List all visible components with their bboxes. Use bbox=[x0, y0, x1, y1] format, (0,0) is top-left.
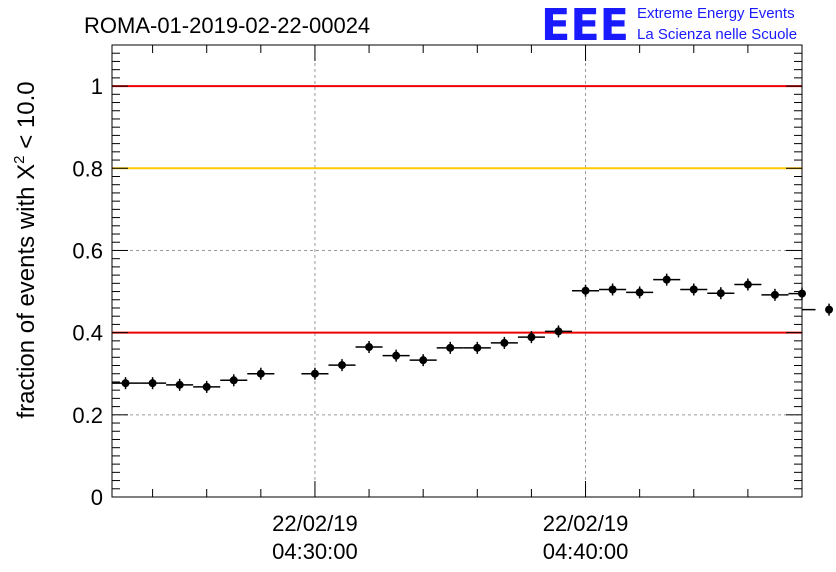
data-point bbox=[463, 341, 491, 354]
point-marker bbox=[608, 285, 617, 294]
point-marker bbox=[310, 369, 319, 378]
y-tick-label: 0.2 bbox=[72, 403, 103, 428]
data-point bbox=[328, 359, 356, 372]
y-axis-label: fraction of events with X2 < 10.0 bbox=[11, 81, 40, 418]
data-point bbox=[166, 378, 194, 391]
point-marker bbox=[229, 376, 238, 385]
logo-line-2: La Scienza nelle Scuole bbox=[637, 26, 797, 43]
data-point bbox=[599, 283, 627, 296]
point-marker bbox=[473, 343, 482, 352]
point-marker bbox=[743, 280, 752, 289]
plot-frame bbox=[111, 44, 803, 498]
data-point bbox=[802, 303, 834, 316]
eee-logo: EEE Extreme Energy Events La Scienza nel… bbox=[541, 0, 797, 51]
point-marker bbox=[338, 361, 346, 370]
data-point bbox=[653, 273, 681, 286]
x-tick-label-date: 22/02/19 bbox=[272, 511, 358, 536]
x-tick-label-date: 22/02/19 bbox=[543, 511, 629, 536]
data-point bbox=[247, 367, 275, 380]
y-tick-label: 1 bbox=[91, 74, 103, 99]
point-marker bbox=[798, 289, 806, 298]
x-tick-label-time: 04:40:00 bbox=[543, 539, 629, 564]
data-point bbox=[382, 349, 410, 362]
point-marker bbox=[825, 305, 834, 314]
point-marker bbox=[716, 289, 725, 298]
point-marker bbox=[365, 343, 374, 352]
point-marker bbox=[581, 286, 590, 295]
data-point bbox=[220, 374, 248, 387]
data-point bbox=[112, 377, 140, 390]
point-marker bbox=[527, 333, 536, 342]
data-points bbox=[112, 273, 834, 393]
data-point bbox=[517, 331, 545, 344]
point-marker bbox=[175, 380, 184, 389]
y-tick-labels: 0 0.2 0.4 0.6 0.8 1 bbox=[72, 74, 103, 510]
point-marker bbox=[689, 285, 698, 294]
point-marker bbox=[554, 327, 563, 336]
point-marker bbox=[202, 382, 211, 391]
data-point bbox=[572, 284, 600, 297]
y-tick-label: 0 bbox=[91, 485, 103, 510]
data-point bbox=[139, 377, 167, 390]
point-marker bbox=[256, 369, 265, 378]
y-tick-label: 0.8 bbox=[72, 156, 103, 181]
point-marker bbox=[419, 356, 428, 365]
reference-lines bbox=[112, 85, 802, 334]
logo-eee-text: EEE bbox=[541, 0, 629, 51]
x-tick-label-time: 04:30:00 bbox=[272, 539, 358, 564]
data-point bbox=[436, 341, 464, 354]
data-point bbox=[680, 283, 708, 296]
data-point bbox=[409, 354, 437, 367]
y-tick-label: 0.4 bbox=[72, 321, 103, 346]
y-tick-label: 0.6 bbox=[72, 238, 103, 263]
data-point bbox=[193, 380, 221, 393]
logo-line-1: Extreme Energy Events bbox=[637, 5, 795, 22]
data-point bbox=[355, 341, 383, 354]
point-marker bbox=[392, 351, 401, 360]
data-point bbox=[761, 288, 789, 301]
point-marker bbox=[662, 275, 671, 284]
point-marker bbox=[148, 379, 157, 388]
axis-ticks bbox=[112, 44, 803, 498]
data-point bbox=[734, 278, 762, 291]
point-marker bbox=[121, 379, 130, 388]
data-point bbox=[490, 336, 518, 349]
x-tick-labels: 22/02/19 04:30:00 22/02/19 04:40:00 bbox=[272, 511, 628, 564]
data-point bbox=[301, 367, 329, 380]
point-marker bbox=[770, 290, 779, 299]
data-point bbox=[544, 325, 572, 338]
chart-title: ROMA-01-2019-02-22-00024 bbox=[84, 13, 370, 38]
point-marker bbox=[446, 343, 455, 352]
data-point bbox=[626, 286, 654, 299]
point-marker bbox=[500, 338, 509, 347]
data-point bbox=[707, 287, 735, 300]
data-point bbox=[788, 287, 806, 300]
grid-lines bbox=[112, 45, 802, 497]
point-marker bbox=[635, 288, 644, 297]
